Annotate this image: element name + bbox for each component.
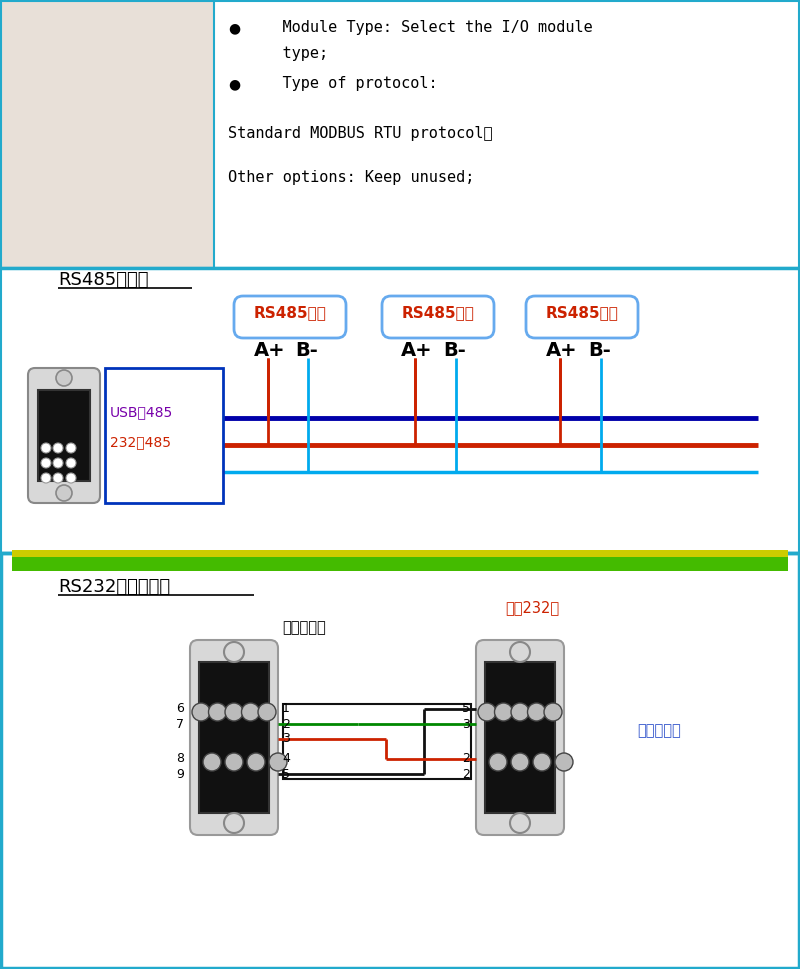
- Text: RS485模块: RS485模块: [546, 305, 618, 321]
- FancyBboxPatch shape: [382, 296, 494, 338]
- Circle shape: [533, 753, 551, 771]
- Circle shape: [224, 642, 244, 662]
- Bar: [485, 662, 555, 813]
- Circle shape: [66, 443, 76, 453]
- Circle shape: [225, 753, 243, 771]
- Text: A+: A+: [546, 341, 578, 360]
- Circle shape: [527, 703, 546, 721]
- Bar: [1, 553, 799, 968]
- Text: Standard MODBUS RTU protocol；: Standard MODBUS RTU protocol；: [228, 126, 493, 141]
- Circle shape: [489, 753, 507, 771]
- Circle shape: [192, 703, 210, 721]
- Text: USB转485: USB转485: [110, 405, 174, 419]
- Circle shape: [203, 753, 221, 771]
- Text: B-: B-: [443, 341, 466, 360]
- Text: 7: 7: [176, 717, 184, 731]
- Circle shape: [247, 753, 265, 771]
- FancyBboxPatch shape: [28, 368, 100, 503]
- FancyBboxPatch shape: [234, 296, 346, 338]
- Text: RS485模块: RS485模块: [254, 305, 326, 321]
- Text: 232转485: 232转485: [110, 435, 171, 449]
- Text: type;: type;: [246, 46, 328, 61]
- Bar: [199, 662, 269, 813]
- Bar: [12, 550, 788, 557]
- Text: 交叉线串口: 交叉线串口: [637, 723, 681, 738]
- Text: 2: 2: [282, 717, 290, 731]
- Circle shape: [510, 813, 530, 833]
- Text: 9: 9: [176, 767, 184, 780]
- Text: ●: ●: [228, 77, 240, 91]
- Circle shape: [66, 473, 76, 483]
- Bar: [1, 1, 215, 268]
- Text: 3: 3: [462, 717, 470, 731]
- Bar: [214, 1, 799, 268]
- Circle shape: [53, 458, 63, 468]
- Text: 3: 3: [282, 733, 290, 745]
- Text: Module Type: Select the I/O module: Module Type: Select the I/O module: [246, 20, 593, 35]
- Circle shape: [53, 473, 63, 483]
- Text: Other options: Keep unused;: Other options: Keep unused;: [228, 170, 474, 185]
- Text: 2: 2: [462, 767, 470, 780]
- Text: 5: 5: [462, 703, 470, 715]
- Text: 6: 6: [176, 703, 184, 715]
- Text: 电脑端接口: 电脑端接口: [282, 620, 326, 635]
- Bar: [38, 390, 90, 481]
- Circle shape: [478, 703, 496, 721]
- Circle shape: [510, 642, 530, 662]
- Bar: [12, 557, 788, 571]
- Text: A+: A+: [254, 341, 286, 360]
- Circle shape: [209, 703, 226, 721]
- Circle shape: [494, 703, 513, 721]
- Circle shape: [66, 458, 76, 468]
- Circle shape: [56, 370, 72, 386]
- Circle shape: [41, 458, 51, 468]
- Text: ●: ●: [228, 21, 240, 35]
- Circle shape: [53, 443, 63, 453]
- Circle shape: [258, 703, 276, 721]
- FancyBboxPatch shape: [190, 640, 278, 835]
- Text: Type of protocol:: Type of protocol:: [246, 76, 438, 91]
- Text: 模块232口: 模块232口: [505, 600, 559, 615]
- Text: 5: 5: [282, 767, 290, 780]
- Circle shape: [225, 703, 243, 721]
- Text: B-: B-: [588, 341, 610, 360]
- Text: 8: 8: [176, 753, 184, 766]
- FancyBboxPatch shape: [476, 640, 564, 835]
- Circle shape: [56, 485, 72, 501]
- Text: RS485模块: RS485模块: [402, 305, 474, 321]
- Circle shape: [511, 703, 529, 721]
- Circle shape: [224, 813, 244, 833]
- Text: RS232接线示意图: RS232接线示意图: [58, 578, 170, 596]
- Bar: [1, 268, 799, 553]
- Text: 4: 4: [282, 753, 290, 766]
- Text: 2: 2: [462, 753, 470, 766]
- Text: A+: A+: [401, 341, 433, 360]
- Bar: [283, 704, 471, 779]
- FancyBboxPatch shape: [526, 296, 638, 338]
- Bar: [105, 368, 223, 503]
- Circle shape: [555, 753, 573, 771]
- Text: B-: B-: [295, 341, 318, 360]
- Text: RS485接线图: RS485接线图: [58, 271, 149, 289]
- Circle shape: [41, 443, 51, 453]
- Circle shape: [269, 753, 287, 771]
- Text: 1: 1: [282, 703, 290, 715]
- Circle shape: [544, 703, 562, 721]
- Circle shape: [41, 473, 51, 483]
- Circle shape: [242, 703, 259, 721]
- Circle shape: [511, 753, 529, 771]
